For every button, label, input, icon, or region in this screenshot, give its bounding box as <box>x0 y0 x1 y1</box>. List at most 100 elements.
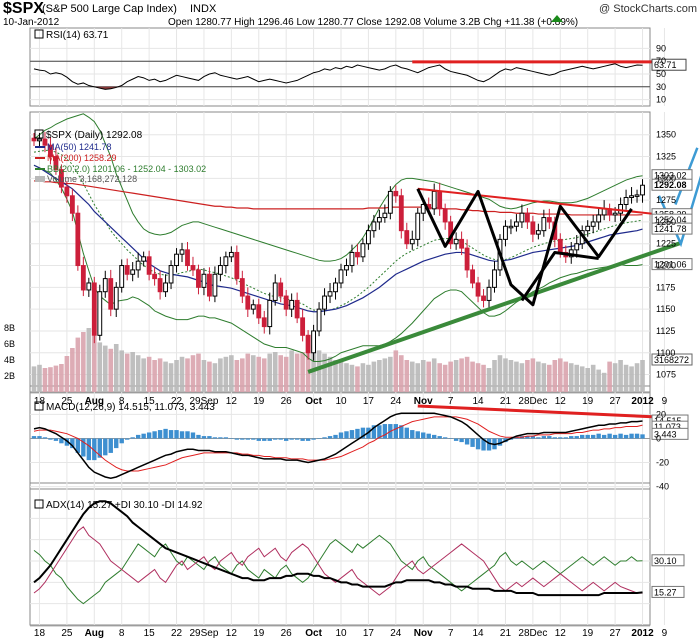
volume-bar <box>152 360 157 392</box>
candle-body <box>223 256 229 267</box>
volume-bar <box>585 368 590 392</box>
volume-bar <box>541 363 547 392</box>
macd-histogram-bar <box>185 431 190 439</box>
price-tag-box <box>651 222 693 235</box>
price-tick-label: 1275 <box>656 195 676 205</box>
volume-bar <box>300 352 305 392</box>
macd-histogram-bar <box>119 438 124 444</box>
x-tick-label-price: 12 <box>555 396 567 407</box>
adx-tag: 15.27 <box>654 587 677 597</box>
candle-body <box>601 208 607 216</box>
rsi-last-tag-box <box>651 58 687 71</box>
price-tick-label: 1300 <box>656 173 676 183</box>
x-tick-label-adx: 19 <box>253 628 265 639</box>
volume-bar <box>48 367 53 392</box>
price-title: $SPX (Daily) 1292.08 <box>46 130 143 141</box>
date-label: 10-Jan-2012 <box>3 17 60 28</box>
price-tag-box <box>651 178 693 191</box>
macd-histogram-bar <box>196 434 201 439</box>
candle-body <box>618 203 624 214</box>
candle-body <box>37 138 42 142</box>
x-tick-label-adx: 12 <box>226 628 238 639</box>
macd-histogram-bar <box>580 434 585 439</box>
volume-bar <box>338 361 344 392</box>
rsi-tick-label: 50 <box>656 69 666 79</box>
x-tick-label-adx: 7 <box>448 628 454 639</box>
candle-body <box>355 251 360 258</box>
macd-histogram-bar <box>207 436 212 439</box>
candle-body <box>91 282 97 336</box>
black-pattern-line-2 <box>520 250 599 302</box>
macd-histogram-bar <box>421 432 426 439</box>
candle-body <box>245 295 251 310</box>
x-tick-label-adx: 2012 <box>631 628 654 639</box>
macd-histogram-bar <box>322 437 327 439</box>
candle-body <box>420 203 426 214</box>
adx-tag-box <box>651 585 685 598</box>
volume-bar <box>174 360 179 392</box>
volume-bar <box>349 364 355 392</box>
price-right-tag: 1201.06 <box>654 260 687 270</box>
volume-bar <box>97 342 103 392</box>
candle-body <box>481 295 486 301</box>
price-legend-box[interactable] <box>34 129 44 139</box>
candle-body <box>453 238 459 245</box>
adx-tag-box <box>651 554 685 567</box>
volume-bar <box>525 360 530 392</box>
macd-histogram-bar <box>629 433 634 439</box>
volume-bar <box>557 358 563 392</box>
candle-body <box>283 295 289 310</box>
volume-bar <box>86 328 92 392</box>
candle-body <box>514 221 519 227</box>
macd-histogram-bar <box>442 437 448 439</box>
volume-bar <box>141 358 146 392</box>
macd-histogram-bar <box>497 438 503 446</box>
up-arrow-icon <box>551 15 563 22</box>
macd-tag: 3.443 <box>654 429 677 439</box>
candle-body <box>53 156 59 171</box>
volume-bar <box>256 356 262 392</box>
x-tick-label-price: 24 <box>390 396 402 407</box>
adx-legend-box[interactable] <box>34 499 44 509</box>
candle-body <box>344 265 349 271</box>
candle-body <box>278 282 284 297</box>
macd-histogram-bar <box>294 438 300 440</box>
rsi-legend-box[interactable] <box>34 29 44 39</box>
axes: 18182525AugAug881515222229Sep29Sep121219… <box>4 43 676 639</box>
x-tick-label-price: 21 <box>500 396 512 407</box>
x-tick-label-price: 15 <box>144 396 156 407</box>
volume-bar <box>261 358 267 392</box>
volume-bar <box>333 360 338 392</box>
macd-histogram-bar <box>179 431 185 439</box>
macd-histogram-bar <box>360 427 366 439</box>
ma200-line <box>34 180 643 216</box>
candle-body <box>640 184 645 196</box>
x-tick-label-price: 25 <box>61 396 73 407</box>
candle-body <box>492 269 497 288</box>
watermark: @ StockCharts.com <box>599 3 697 15</box>
volume-bar <box>634 363 640 392</box>
candle-body <box>135 260 141 271</box>
x-tick-label-price: 7 <box>448 396 454 407</box>
candle-body <box>486 286 492 301</box>
macd-legend-box[interactable] <box>34 401 44 411</box>
candle-body <box>113 286 119 310</box>
macd-histogram-bar <box>410 430 415 439</box>
x-tick-label-adx: 12 <box>555 628 567 639</box>
macd-histogram-bar <box>634 433 640 439</box>
macd-histogram-bar <box>448 438 453 439</box>
candle-body <box>250 304 256 310</box>
x-tick-label-price: 19 <box>582 396 594 407</box>
price-tick-label: 1350 <box>656 130 676 140</box>
x-tick-label-price: 12 <box>226 396 238 407</box>
volume-tick-label: 8B <box>4 323 15 333</box>
adx-tag: 30.10 <box>654 556 677 566</box>
macd-histogram-bar <box>541 436 547 439</box>
x-tick-label-price: 29Sep <box>189 396 218 407</box>
price-right-tag: 1252.04 <box>654 215 687 225</box>
x-tick-label-adx: Aug <box>85 628 104 639</box>
macd-histogram-bar <box>355 428 360 439</box>
macd-histogram-bar <box>37 436 42 439</box>
candle-body <box>196 269 201 288</box>
candle-body <box>464 247 470 271</box>
